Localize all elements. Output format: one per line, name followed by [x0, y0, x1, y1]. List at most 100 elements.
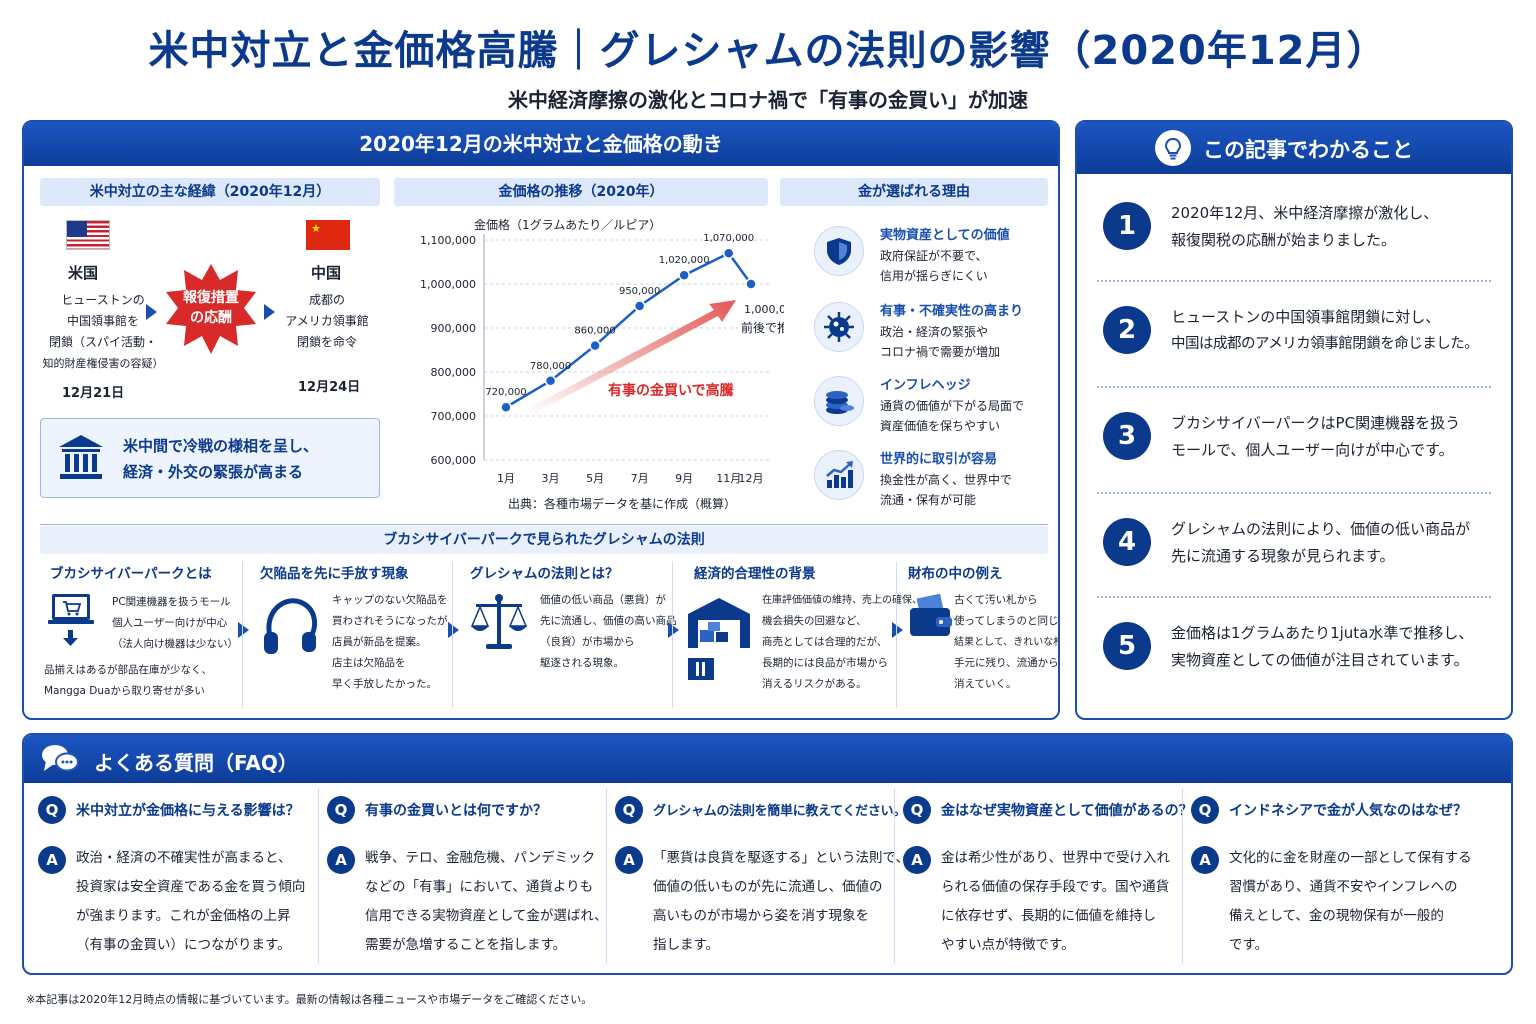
- faq-answer-line: 備えとして、金の現物保有が一般的: [1229, 908, 1444, 924]
- reason-line: 流通・保有が可能: [880, 493, 977, 507]
- number-badge: 1: [1103, 202, 1151, 250]
- faq-answer-line: 「悪貨は良貨を駆逐する」という法則で、: [653, 850, 909, 866]
- faq-answer-line: 価値の低いものが先に流通し、価値の: [653, 879, 883, 895]
- summary-title-bar: この記事でわかること: [1077, 122, 1511, 174]
- step-line: 消えるリスクがある。: [762, 678, 867, 690]
- gresham-step: 欠陥品を先に手放す現象 キャップのない欠陥品を 買わされそうになったが、 店員が…: [256, 562, 458, 712]
- gold-price-chart: 金価格（1グラムあたり／ルピア） 1,100,000 1,000,000 900,0…: [394, 210, 801, 515]
- answer-badge: A: [615, 846, 643, 874]
- faq-answer-line: 信用できる実物資産として金が選ばれ、: [365, 908, 608, 924]
- data-label: 1,020,000: [659, 255, 710, 266]
- faq-title: よくある質問（FAQ）: [94, 751, 298, 775]
- right-arrow-icon: [448, 622, 459, 638]
- data-label: 860,000: [574, 326, 615, 337]
- data-point: [500, 401, 512, 413]
- summary-line: ブカシサイバーパークはPC関連機器を扱う: [1171, 414, 1461, 432]
- step-text: 在庫評価価値の維持、売上の確保、 機会損失の回避など、 商売としては合理的だが、…: [762, 590, 922, 695]
- us-event-line: 中国領事館を: [66, 314, 139, 328]
- us-event-line: 閉鎖（スパイ活動・: [48, 335, 157, 349]
- answer-badge: A: [38, 846, 66, 874]
- faq-question[interactable]: 米中対立が金価格に与える影響は？: [76, 803, 300, 819]
- shield-icon: [814, 226, 864, 276]
- step-separator: [672, 562, 673, 708]
- step-line: 先に流通し、価値の高い商品: [540, 615, 677, 627]
- cn-event-line: アメリカ領事館: [285, 314, 369, 328]
- timeline-heading: 米中対立の主な経緯（2020年12月）: [40, 178, 380, 206]
- step-line: 個人ユーザー向けが中心: [112, 617, 228, 629]
- step-text: PC関連機器を扱うモール 個人ユーザー向けが中心 （法人向け機器は少ない）: [112, 592, 238, 655]
- reason-line: 換金性が高く、世界中で: [880, 473, 1013, 487]
- faq-answer-line: 文化的に金を財産の一部として保有する: [1229, 850, 1472, 866]
- faq-item: Q グレシャムの法則を簡単に教えてください。 A 「悪貨は良貨を駆逐する」という法則で…: [606, 788, 909, 964]
- headphones-icon: [260, 592, 322, 666]
- step-line: 消えていく。: [954, 678, 1017, 690]
- government-building-icon: [57, 433, 105, 487]
- gresham-heading: ブカシサイバーパークで見られたグレシャムの法則: [40, 526, 1048, 554]
- summary-line: 金価格は1グラムあたり1juta水準で推移し、: [1171, 624, 1474, 642]
- coins-icon: [814, 376, 864, 426]
- data-label: 720,000: [485, 387, 526, 398]
- data-point: [745, 278, 757, 290]
- step-line: 店主は欠陥品を: [332, 657, 406, 669]
- main-panel: 2020年12月の米中対立と金価格の動き 米中対立の主な経緯（2020年12月）…: [22, 120, 1060, 720]
- cold-war-callout: 米中間で冷戦の様相を呈し、 経済・外交の緊張が高まる: [40, 418, 380, 498]
- summary-line: ヒューストンの中国領事館閉鎖に対し、: [1171, 308, 1441, 326]
- summary-title: この記事でわかること: [1203, 138, 1413, 162]
- reasons-heading: 金が選ばれる理由: [780, 178, 1048, 206]
- data-label: 1,070,000: [703, 233, 754, 244]
- faq-answer: 金は希少性があり、世界中で受け入れ られる価値の保存手段です。国や通貨 に依存せず、…: [941, 844, 1170, 960]
- number-badge: 4: [1103, 518, 1151, 566]
- x-tick-label: 1月: [497, 472, 515, 485]
- right-arrow-icon: [264, 304, 275, 320]
- right-arrow-icon: [668, 622, 679, 638]
- faq-answer-line: 習慣があり、通貨不安やインフレへの: [1229, 879, 1458, 895]
- us-event-line: 知的財産権侵害の容疑）: [42, 357, 164, 370]
- summary-line: 先に流通する現象が見られます。: [1171, 547, 1395, 565]
- cn-date: 12月24日: [298, 380, 361, 395]
- step-separator: [452, 562, 453, 708]
- faq-question[interactable]: グレシャムの法則を簡単に教えてください。: [653, 804, 906, 819]
- gresham-step: グレシャムの法則とは？ 価値の低い商品（悪貨）が 先に流通し、価値の高い商品 （…: [464, 562, 677, 712]
- divider: [40, 524, 1048, 525]
- cn-flag: ★: [306, 220, 350, 250]
- page-subtitle: 米中経済摩擦の激化とコロナ禍で「有事の金買い」が加速: [508, 88, 1028, 112]
- answer-badge: A: [327, 846, 355, 874]
- reason-title: 有事・不確実性の高まり: [880, 304, 1024, 319]
- faq-answer: 政治・経済の不確実性が高まると、 投資家は安全資産である金を買う傾向 が強まります。…: [76, 844, 305, 960]
- faq-answer-line: られる価値の保存手段です。国や通貨: [941, 879, 1170, 895]
- badge-line: の応酬: [190, 310, 232, 326]
- us-date: 12月21日: [62, 386, 125, 401]
- wallet-icon: [908, 593, 954, 644]
- laptop-cart-icon: [46, 592, 98, 656]
- faq-answer: 「悪貨は良貨を駆逐する」という法則で、 価値の低いものが先に流通し、価値の 高いもの…: [653, 844, 909, 960]
- faq-answer-line: 高いものが市場から姿を消す現象を: [653, 908, 869, 924]
- summary-separator: [1097, 280, 1491, 282]
- x-tick-label: 9月: [675, 472, 693, 485]
- question-badge: Q: [1191, 796, 1219, 824]
- us-event: ヒューストンの 中国領事館を 閉鎖（スパイ活動・ 知的財産権侵害の容疑）: [38, 290, 168, 374]
- faq-question[interactable]: 金はなぜ実物資産として価値があるの？: [941, 803, 1193, 819]
- faq-question[interactable]: インドネシアで金が人気なのはなぜ？: [1229, 803, 1467, 819]
- step-line: （良貨）が市場から: [540, 636, 635, 648]
- step-line: 在庫評価価値の維持、売上の確保、: [762, 595, 922, 606]
- x-tick-label: 12月: [739, 472, 764, 485]
- reason-line: 資産価値を保ちやすい: [880, 419, 1001, 433]
- y-tick-label: 900,000: [431, 322, 477, 335]
- callout-line: 経済・外交の緊張が高まる: [123, 463, 304, 481]
- faq-answer: 文化的に金を財産の一部として保有する 習慣があり、通貨不安やインフレへの 備えとして…: [1229, 844, 1472, 960]
- retaliation-badge: 報復措置 の応酬: [164, 262, 258, 356]
- number-badge: 2: [1103, 306, 1151, 354]
- badge-line: 報復措置: [183, 290, 239, 306]
- step-text: キャップのない欠陥品を 買わされそうになったが、 店員が新品を提案。 店主は欠陥…: [332, 590, 458, 695]
- step-text: 古くて汚い札から 使ってしまうのと同じ。 結果として、きれいな札は 手元に残り、…: [954, 590, 1058, 695]
- summary-separator: [1097, 596, 1491, 598]
- y-tick-label: 700,000: [431, 410, 477, 423]
- chart-axis-title: 金価格（1グラムあたり／ルピア）: [474, 217, 661, 232]
- step-line: 結果として、きれいな札は: [954, 637, 1058, 648]
- chart-heading: 金価格の推移（2020年）: [394, 178, 768, 206]
- faq-question[interactable]: 有事の金買いとは何ですか？: [365, 803, 547, 819]
- data-point: [633, 300, 646, 312]
- data-point: [722, 247, 735, 259]
- summary-line: 実物資産としての価値が注目されています。: [1171, 651, 1469, 669]
- step-line: 駆逐される現象。: [540, 657, 624, 669]
